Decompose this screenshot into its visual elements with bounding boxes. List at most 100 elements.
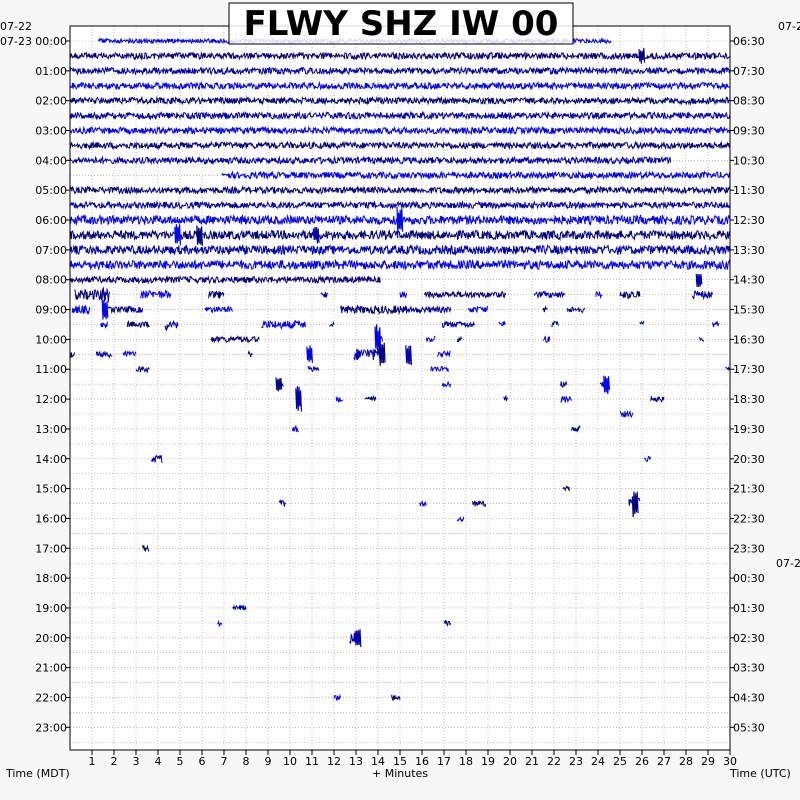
trace-burst [551, 320, 559, 328]
event-spike [306, 345, 313, 364]
x-tick-label: 10 [283, 755, 297, 768]
trace-row [69, 95, 731, 106]
trace-row [69, 243, 731, 257]
event-spike [374, 324, 382, 353]
trace-burst [560, 380, 568, 388]
trace-burst [100, 286, 111, 303]
trace-burst [208, 290, 225, 299]
right-tick-label: 10:30 [733, 154, 765, 167]
right-tick-label: 16:30 [733, 333, 765, 346]
trace-burst [390, 694, 401, 701]
left-tick-label: 19:00 [35, 602, 67, 615]
trace-burst [71, 304, 91, 316]
right-axis-title: Time (UTC) [729, 767, 791, 780]
trace-burst [333, 693, 342, 702]
trace-burst [639, 320, 645, 326]
trace-burst [441, 320, 476, 329]
left-tick-label: 08:00 [35, 274, 67, 287]
right-tick-label: 05:30 [733, 721, 765, 734]
trace-burst [595, 290, 603, 300]
right-tick-label: 02:30 [733, 632, 765, 645]
x-tick-label: 3 [133, 755, 140, 768]
trace-row [69, 140, 731, 151]
trace-burst [643, 456, 652, 463]
trace-burst [335, 396, 344, 403]
trace-burst [436, 350, 451, 359]
x-tick-label: 25 [613, 755, 627, 768]
right-tick-label: 15:30 [733, 304, 765, 317]
x-tick-label: 16 [415, 755, 429, 768]
left-tick-label: 01:00 [35, 65, 67, 78]
trace-burst [692, 290, 713, 301]
trace-burst [443, 619, 452, 628]
left-tick-label: 09:00 [35, 304, 67, 317]
trace-burst [456, 516, 465, 523]
event-spike [396, 206, 404, 233]
trace-burst [725, 366, 731, 372]
trace-burst [571, 424, 581, 433]
right-tick-label: 03:30 [733, 662, 765, 675]
right-tick-label: 17:30 [733, 363, 765, 376]
x-tick-label: 17 [437, 755, 451, 768]
trace-burst [711, 320, 720, 328]
trace-burst [126, 305, 144, 314]
event-spike [295, 386, 302, 412]
trace-burst [430, 366, 449, 373]
x-tick-label: 7 [221, 755, 228, 768]
x-tick-label: 28 [679, 755, 693, 768]
trace-burst [69, 352, 75, 359]
right-tick-label: 00:30 [733, 572, 765, 585]
left-tick-label: 16:00 [35, 512, 67, 525]
right-date-mid: 07-2 [776, 557, 800, 570]
x-tick-label: 9 [265, 755, 272, 768]
right-tick-label: 07:30 [733, 65, 765, 78]
trace-burst [247, 350, 253, 358]
event-spike [174, 224, 181, 246]
x-tick-label: 14 [371, 755, 385, 768]
left-tick-label: 11:00 [35, 363, 67, 376]
x-tick-label: 30 [723, 755, 737, 768]
left-tick-label: 22:00 [35, 691, 67, 704]
trace-burst [498, 320, 506, 327]
left-tick-label: 17:00 [35, 542, 67, 555]
left-tick-label: 20:00 [35, 632, 67, 645]
trace-burst [364, 394, 377, 402]
left-tick-label: 05:00 [35, 184, 67, 197]
trace-burst [126, 320, 150, 329]
x-tick-label: 6 [199, 755, 206, 768]
right-axis-labels: 06:30 07:30 08:30 09:30 10:30 11:30 12:30 13:30… [730, 35, 765, 734]
trace-row [69, 155, 672, 166]
left-axis-labels: 00:00 01:00 02:00 03:00 04:00 05:00 06:00 07:00… [35, 35, 70, 734]
trace-burst [150, 454, 163, 463]
x-tick-label: 4 [155, 755, 162, 768]
right-tick-label: 14:30 [733, 274, 765, 287]
seismic-traces [69, 36, 731, 702]
trace-burst [419, 500, 427, 507]
left-tick-label: 13:00 [35, 423, 67, 436]
right-tick-label: 13:30 [733, 244, 765, 257]
trace-burst [74, 288, 106, 301]
right-tick-label: 23:30 [733, 542, 765, 555]
trace-burst [467, 305, 488, 314]
trace-burst [139, 289, 172, 300]
x-tick-label: 2 [111, 755, 118, 768]
trace-burst [425, 335, 436, 343]
trace-burst [441, 381, 452, 389]
event-spike [603, 375, 610, 394]
x-tick-label: 11 [305, 755, 319, 768]
trace-burst [164, 319, 179, 332]
x-tick-label: 13 [349, 755, 363, 768]
trace-burst [307, 365, 320, 373]
x-tick-label: 15 [393, 755, 407, 768]
left-tick-label: 00:00 [35, 35, 67, 48]
event-spike [631, 491, 639, 518]
event-spike [312, 226, 320, 244]
trace-burst [217, 619, 223, 628]
right-tick-label: 22:30 [733, 512, 765, 525]
trace-burst [698, 336, 705, 342]
right-tick-label: 01:30 [733, 602, 765, 615]
left-tick-label: 07:00 [35, 244, 67, 257]
event-spike [638, 48, 646, 64]
x-axis-ticks: 1 2 3 4 5 6 7 8 9 10 11 12 13 14 15 16 17 18 19 20 21 22 23 24 2… [89, 750, 737, 768]
